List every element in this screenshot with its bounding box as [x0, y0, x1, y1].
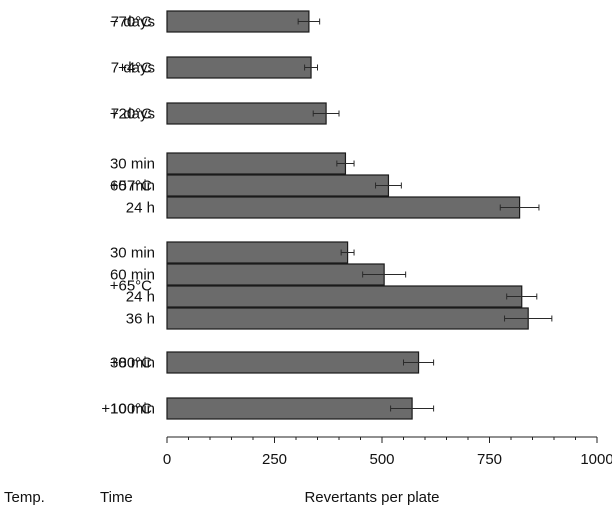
x-tick-label: 1000	[580, 451, 612, 468]
temperature-label: +20°C	[110, 106, 152, 123]
bar	[166, 397, 413, 420]
time-label: 60 min	[110, 178, 155, 195]
temperature-label: +4°C	[118, 60, 152, 77]
x-tick-label: 0	[163, 451, 171, 468]
time-label: 7 days	[111, 14, 155, 31]
time-label: 30 min	[110, 156, 155, 173]
bar	[166, 307, 529, 330]
time-label: 30 min	[110, 245, 155, 262]
bar	[166, 56, 312, 79]
error-bar	[312, 110, 340, 117]
time-label: 10 min	[110, 401, 155, 418]
time-label: 7 days	[111, 106, 155, 123]
bar	[166, 241, 349, 264]
time-label: 36 h	[126, 311, 155, 328]
temperature-label: +100°C	[101, 401, 152, 418]
error-bar	[362, 271, 407, 278]
error-bar	[499, 204, 540, 211]
x-ticks: 0 250 500 750 1000	[163, 437, 612, 468]
bar	[166, 102, 327, 125]
x-axis-label: Revertants per plate	[304, 489, 439, 506]
error-bar	[340, 249, 355, 256]
time-label: 30 min	[110, 355, 155, 372]
bar	[166, 174, 390, 197]
error-bar	[375, 182, 402, 189]
x-tick-label: 750	[477, 451, 502, 468]
bar	[166, 285, 523, 308]
error-bar	[390, 405, 435, 412]
temperature-label: −70°C	[110, 14, 152, 31]
bar	[166, 263, 385, 286]
bar	[166, 10, 310, 33]
error-bar	[504, 315, 553, 322]
x-tick-label: 250	[262, 451, 287, 468]
time-label: 7 days	[111, 60, 155, 77]
error-bar	[297, 18, 321, 25]
error-bar	[403, 359, 435, 366]
temperature-label: +57°C	[110, 178, 152, 195]
labels-layer: −70°C7 days+4°C7 days+20°C7 days+57°C30 …	[101, 14, 155, 418]
temperature-label: +80°C	[110, 355, 152, 372]
bar	[166, 152, 347, 175]
temp-column-header: Temp.	[4, 489, 45, 506]
bar	[166, 351, 420, 374]
bar	[166, 196, 521, 219]
time-label: 24 h	[126, 289, 155, 306]
temperature-label: +65°C	[110, 278, 152, 295]
error-bar	[506, 293, 538, 300]
time-column-header: Time	[100, 489, 133, 506]
bars-layer	[166, 10, 553, 420]
time-label: 24 h	[126, 200, 155, 217]
time-label: 60 min	[110, 267, 155, 284]
error-bar	[336, 160, 355, 167]
x-tick-label: 500	[369, 451, 394, 468]
error-bar	[304, 64, 318, 71]
